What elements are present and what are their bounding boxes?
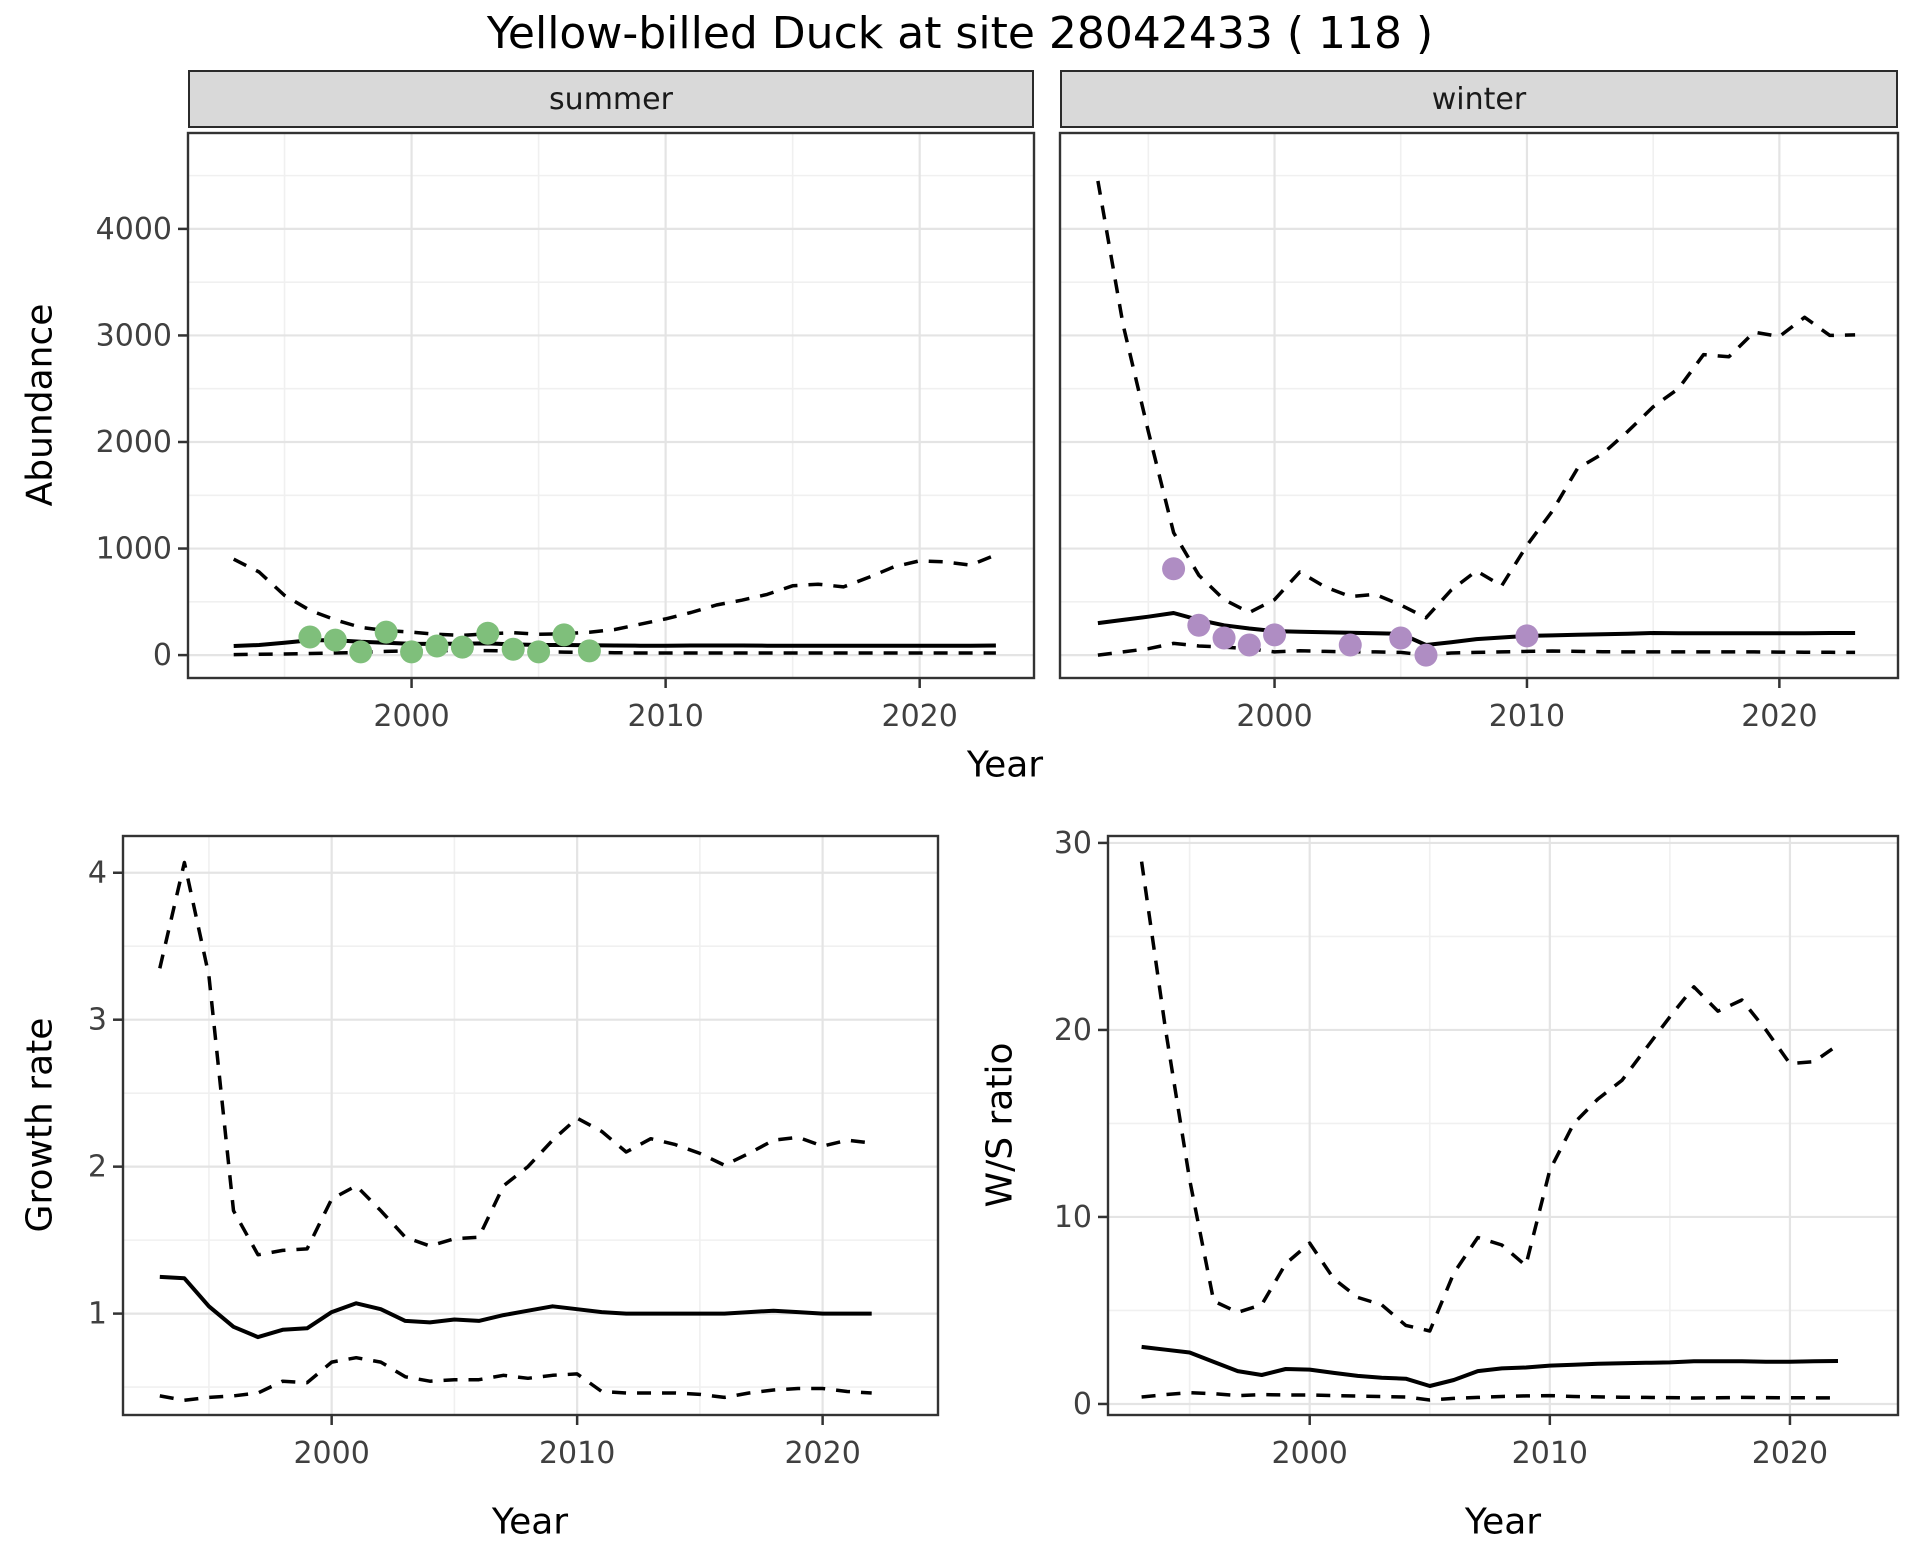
y-tick-label: 30 [1054,826,1092,861]
abundance-summer-observed-point [374,620,398,644]
y-tick-label: 1000 [96,532,172,567]
abundance-summer-observed-point [323,628,347,652]
y-tick-label: 1 [88,1297,107,1332]
ws-ratio-panel [1108,836,1898,1415]
abundance-winter-observed-point [1389,626,1413,650]
abundance-summer-observed-point [501,637,525,661]
growth-rate-panel-border [121,834,940,1417]
abundance-winter-panel-border [1058,131,1900,680]
abundance-winter-observed-point [1263,623,1287,647]
x-tick-label: 2020 [881,699,957,734]
abundance-summer-observed-point [425,634,449,658]
abundance-winter-observed-point [1212,626,1236,650]
x-tick-label: 2010 [1512,1436,1588,1471]
y-tick-label: 3000 [96,318,172,353]
x-axis-title-year-top: Year [966,744,1044,786]
x-axis-title-year-bottom-right: Year [1464,1501,1542,1543]
abundance-winter-observed-point [1237,633,1261,657]
ws-ratio-panel-border [1106,834,1900,1417]
abundance-summer-panel [188,133,1034,678]
abundance-winter-ci-upper-line [1096,180,1856,620]
abundance-winter-panel [1060,133,1898,678]
x-tick-label: 2010 [1489,699,1565,734]
facet-strip-summer: summer [188,70,1034,128]
abundance-winter-observed-point [1338,633,1362,657]
plot-title: Yellow-billed Duck at site 28042433 ( 11… [486,8,1434,59]
abundance-summer-observed-point [349,640,373,664]
abundance-winter-median-line [1097,611,1856,647]
x-tick-label: 2020 [1752,1436,1828,1471]
y-axis-title-growth-rate: Growth rate [19,1017,61,1233]
y-axis-title-ws-ratio: W/S ratio [979,1042,1021,1208]
facet-strip-summer-label: summer [549,81,673,117]
facet-strip-winter: winter [1060,70,1898,128]
y-tick-label: 0 [1073,1387,1092,1422]
x-tick-label: 2020 [1741,699,1817,734]
x-tick-label: 2010 [627,699,703,734]
abundance-winter-observed-point [1187,613,1211,637]
facet-strip-winter-label: winter [1431,81,1527,117]
abundance-summer-observed-point [577,639,601,663]
growth-rate-median-line [159,1274,872,1340]
y-tick-label: 4000 [96,212,172,247]
abundance-summer-observed-point [552,623,576,647]
abundance-winter-observed-point [1414,643,1438,667]
x-tick-label: 2000 [293,1436,369,1471]
abundance-winter-observed-point [1515,624,1539,648]
x-tick-label: 2000 [1272,1436,1348,1471]
y-axis-title-abundance: Abundance [19,303,61,507]
ws-ratio-ci-lower-line [1141,1390,1839,1402]
y-tick-label: 4 [88,856,107,891]
y-tick-label: 10 [1054,1200,1092,1235]
x-tick-label: 2010 [539,1436,615,1471]
abundance-summer-observed-point [476,621,500,645]
y-tick-label: 0 [153,638,172,673]
x-axis-title-year-bottom-left: Year [491,1501,569,1543]
abundance-summer-ci-upper-line [232,553,997,638]
growth-rate-ci-upper-line [158,860,872,1257]
abundance-summer-observed-point [527,640,551,664]
abundance-summer-panel-border [186,131,1036,680]
y-tick-label: 20 [1054,1013,1092,1048]
x-tick-label: 2000 [1236,699,1312,734]
abundance-summer-observed-point [450,635,474,659]
growth-rate-panel [123,836,938,1415]
abundance-winter-observed-point [1162,557,1186,581]
y-tick-label: 3 [88,1003,107,1038]
y-tick-label: 2 [88,1150,107,1185]
ws-ratio-median-line [1141,1344,1839,1388]
abundance-summer-observed-point [298,625,322,649]
x-tick-label: 2000 [373,699,449,734]
abundance-summer-observed-point [400,640,424,664]
x-tick-label: 2020 [784,1436,860,1471]
y-tick-label: 2000 [96,425,172,460]
